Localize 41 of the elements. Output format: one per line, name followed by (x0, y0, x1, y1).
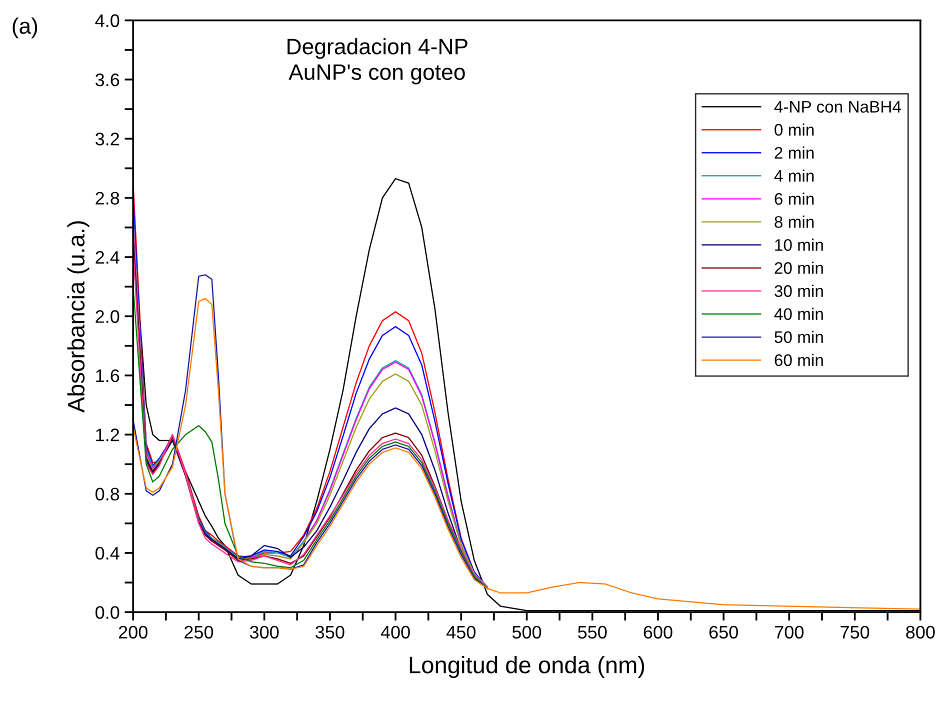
y-tick-label: 2.4 (96, 251, 120, 264)
x-tick-label: 550 (578, 626, 607, 639)
legend-label: 4 min (774, 170, 814, 182)
y-tick-label: 0.4 (96, 546, 120, 560)
y-tick-label: 0.0 (96, 606, 120, 619)
x-tick-label: 500 (512, 626, 542, 639)
legend-label: 8 min (774, 216, 814, 228)
line-series (133, 298, 920, 610)
x-tick-label: 650 (709, 626, 738, 639)
legend-label: 40 min (774, 308, 823, 320)
y-tick-label: 3.6 (96, 73, 120, 86)
x-tick-label: 750 (840, 626, 870, 639)
x-axis-title: Longitud de onda (nm) (410, 656, 644, 678)
x-tick-label: 700 (775, 626, 804, 639)
y-tick-label: 1.6 (96, 369, 120, 382)
x-tick-label: 350 (316, 626, 344, 639)
legend-label: 30 min (774, 284, 823, 297)
x-tick-label: 400 (380, 626, 410, 639)
text: (a) (12, 18, 38, 38)
y-tick-label: 0.8 (96, 488, 120, 501)
legend-label: 20 min (774, 262, 823, 274)
legend-label: 2 min (774, 146, 814, 159)
x-tick-label: 250 (184, 626, 214, 639)
legend-label: 6 min (774, 192, 814, 205)
x-tick-label: 300 (250, 626, 279, 639)
x-tick-label: 200 (118, 626, 148, 639)
legend-label: 0 min (774, 123, 814, 136)
y-tick-label: 2.8 (96, 192, 120, 205)
legend-label: 4-NP con NaBH4 (774, 101, 901, 113)
y-tick-label: 4.0 (95, 14, 120, 28)
x-tick-label: 800 (906, 626, 935, 639)
y-tick-label: 3.2 (96, 132, 120, 146)
x-tick-label: 600 (644, 626, 672, 639)
legend-label: 50 min (774, 330, 823, 344)
x-tick-label: 450 (446, 626, 476, 639)
y-tick-label: 1.2 (96, 428, 120, 442)
y-tick-label: 2.0 (96, 310, 120, 323)
legend-label: 10 min (775, 238, 823, 251)
y-axis-title: Absorbancia (u.a.) (67, 221, 90, 413)
legend-label: 60 min (774, 354, 823, 366)
text: Degradacion 4-NP AuNP's con goteo (288, 38, 468, 84)
